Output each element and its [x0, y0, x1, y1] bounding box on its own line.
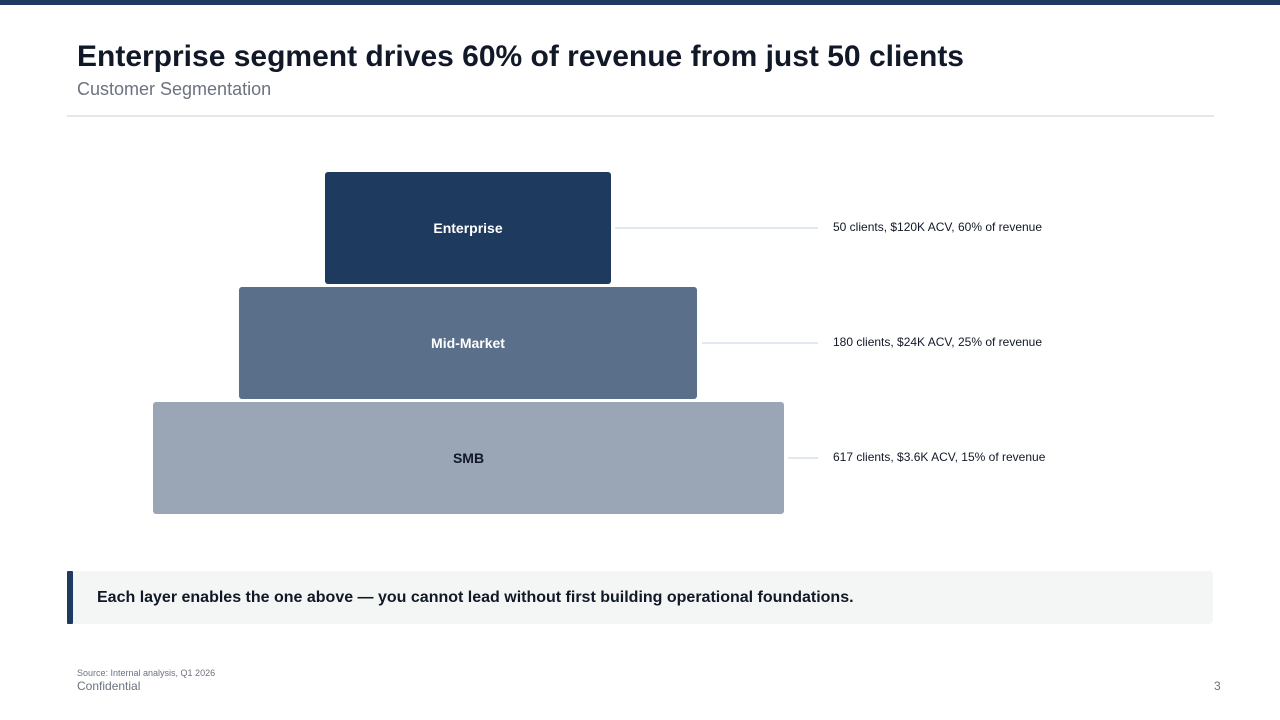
layer-label: Mid-Market: [431, 335, 505, 351]
layer-annotation: 180 clients, $24K ACV, 25% of revenue: [833, 335, 1043, 349]
source-note: Source: Internal analysis, Q1 2026: [77, 668, 216, 678]
top-accent-bar: [0, 0, 1280, 5]
connector-line: [788, 457, 818, 459]
slide-title: Enterprise segment drives 60% of revenue…: [77, 40, 964, 73]
confidential-label: Confidential: [77, 679, 141, 693]
layer-annotation: 50 clients, $120K ACV, 60% of revenue: [833, 220, 1043, 234]
pyramid-layer-mid-market: Mid-Market: [239, 287, 697, 399]
pyramid-layer-enterprise: Enterprise: [325, 172, 611, 284]
callout-text: Each layer enables the one above — you c…: [97, 588, 854, 606]
connector-line: [615, 227, 818, 229]
callout-accent-bar: [67, 571, 73, 624]
key-takeaway-callout: Each layer enables the one above — you c…: [67, 571, 1213, 624]
layer-annotation: 617 clients, $3.6K ACV, 15% of revenue: [833, 450, 1046, 464]
connector-line: [702, 342, 818, 344]
slide-subtitle: Customer Segmentation: [77, 79, 272, 99]
header-divider: [67, 115, 1214, 117]
layer-label: Enterprise: [433, 220, 503, 236]
pyramid-layer-smb: SMB: [153, 402, 784, 514]
layer-label: SMB: [452, 450, 485, 466]
page-number: 3: [1214, 679, 1221, 693]
